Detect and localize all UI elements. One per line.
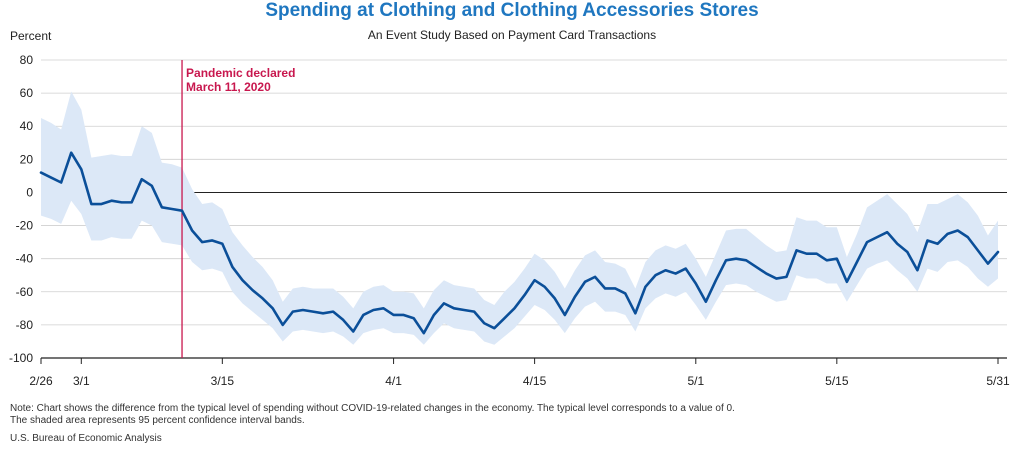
chart-subtitle: An Event Study Based on Payment Card Tra… (367, 28, 657, 42)
y-tick-label: -100 (9, 351, 33, 365)
x-tick-labels: 2/26 3/1 3/15 4/1 4/15 5/1 5/15 5/31 (29, 358, 1010, 388)
y-tick-labels: -100 -80 -60 -40 -20 0 20 40 60 80 (9, 53, 33, 365)
y-tick-label: 80 (20, 53, 34, 67)
series-line (39, 151, 1000, 335)
y-tick-label: 20 (20, 152, 34, 166)
footnote-line-2: The shaded area represents 95 percent co… (10, 415, 305, 426)
x-tick-label: 3/15 (211, 374, 235, 388)
confidence-band (41, 91, 998, 345)
event-label-line2: March 11, 2020 (186, 80, 271, 94)
x-tick-label: 4/15 (523, 374, 547, 388)
event-marker: Pandemic declared March 11, 2020 (181, 60, 295, 358)
x-tick-label: 4/1 (385, 374, 402, 388)
footnote-line-1: Note: Chart shows the difference from th… (10, 403, 735, 414)
event-label-line1: Pandemic declared (186, 66, 295, 80)
x-tick-label: 5/31 (986, 374, 1010, 388)
y-tick-label: 40 (20, 119, 34, 133)
x-tick-label: 5/15 (825, 374, 849, 388)
x-tick-label: 3/1 (73, 374, 90, 388)
x-tick-label: 5/1 (687, 374, 704, 388)
x-tick-label: 2/26 (29, 374, 53, 388)
y-axis-label: Percent (10, 29, 52, 43)
y-tick-label: -80 (16, 318, 34, 332)
y-tick-label: -20 (16, 219, 34, 233)
series-line-layer (39, 151, 1000, 335)
y-tick-label: 0 (26, 185, 33, 199)
grid-lines (41, 59, 1007, 359)
chart-title: Spending at Clothing and Clothing Access… (265, 0, 759, 21)
confidence-band-layer (41, 91, 998, 345)
source-credit: U.S. Bureau of Economic Analysis (10, 433, 162, 444)
footnote: Note: Chart shows the difference from th… (10, 403, 1010, 427)
y-tick-label: -40 (16, 252, 34, 266)
y-tick-label: -60 (16, 285, 34, 299)
y-tick-label: 60 (20, 86, 34, 100)
chart-area: Percent Pandemic declared March 11, 2020… (9, 29, 1010, 388)
